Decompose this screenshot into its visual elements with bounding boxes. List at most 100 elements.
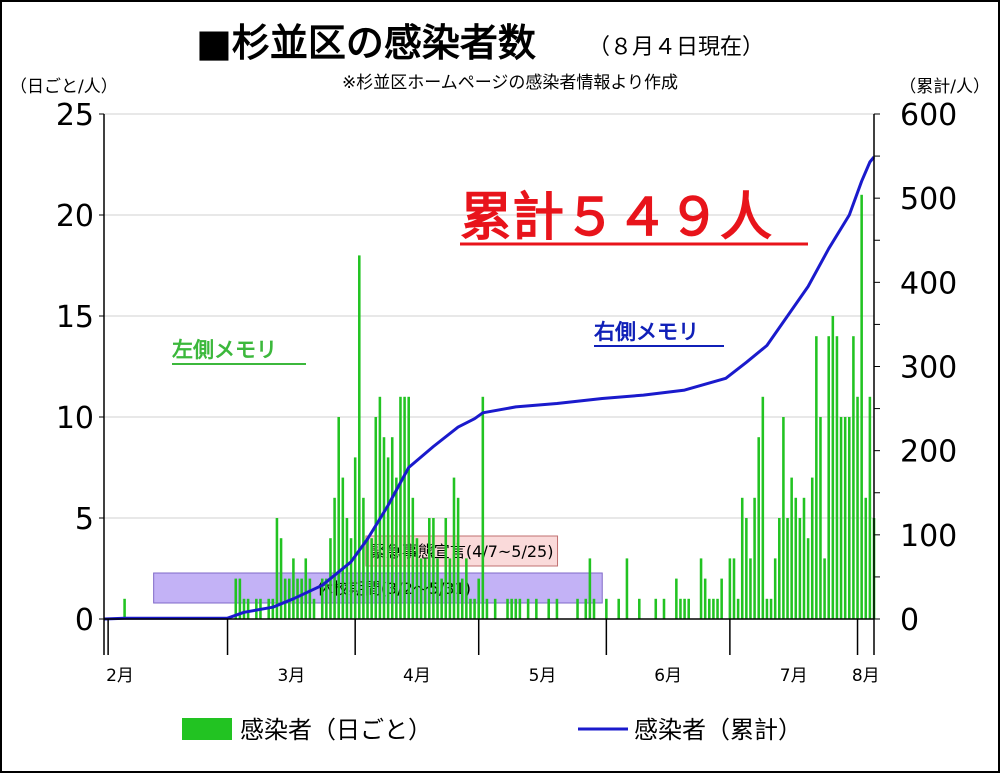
left-tick-label: 5 (75, 502, 94, 537)
daily-bar (786, 518, 789, 619)
daily-bar (823, 558, 826, 619)
daily-bar (473, 598, 476, 619)
daily-bar (662, 598, 666, 619)
daily-bar (782, 417, 785, 619)
daily-bar (852, 336, 855, 619)
left-axis-label: （日ごと/人） (10, 77, 118, 97)
daily-bar (440, 578, 443, 619)
month-label: 2月 (106, 666, 134, 686)
legend-swatch-daily (182, 718, 232, 740)
daily-bar (362, 497, 365, 619)
daily-bar (675, 578, 678, 619)
month-label: 5月 (529, 666, 557, 686)
daily-bar (683, 598, 686, 619)
daily-bar (638, 598, 641, 619)
left-tick-label: 0 (75, 603, 94, 638)
left-tick-label: 25 (56, 98, 94, 133)
daily-bar (617, 598, 620, 619)
right-tick-label: 600 (900, 98, 957, 133)
daily-bar (703, 578, 707, 619)
daily-bar (514, 598, 518, 619)
chart-title-date: （８月４日現在） (588, 35, 764, 60)
daily-bar (802, 497, 806, 619)
right-tick-label: 400 (900, 266, 957, 301)
daily-bar (234, 578, 238, 619)
daily-bar (769, 598, 773, 619)
daily-bar (860, 194, 863, 620)
daily-bar (456, 497, 460, 619)
daily-bar (753, 497, 756, 619)
daily-bar (765, 598, 769, 619)
daily-bar (448, 558, 452, 619)
daily-bar (728, 558, 732, 619)
month-labels: 2月 3月 4月 5月 6月 7月 8月 (106, 666, 880, 686)
daily-bar (819, 417, 822, 619)
school-closure-band (153, 572, 603, 604)
daily-bar (320, 578, 324, 619)
daily-bar (411, 497, 415, 619)
daily-bar (831, 316, 835, 619)
daily-bar (469, 598, 472, 619)
daily-bar (432, 518, 435, 619)
daily-bar (341, 477, 345, 619)
month-label: 4月 (403, 666, 431, 686)
daily-bar (271, 598, 275, 619)
daily-bar (288, 578, 291, 619)
daily-bar (745, 518, 748, 619)
daily-bar (304, 558, 308, 619)
daily-bar (325, 578, 328, 619)
daily-bar (679, 598, 682, 619)
daily-bar (535, 598, 538, 619)
daily-bar (353, 457, 357, 619)
right-tick-label: 200 (900, 435, 957, 470)
daily-bar (333, 497, 336, 619)
month-label: 6月 (654, 666, 682, 686)
daily-bar (856, 396, 859, 619)
daily-bar (547, 598, 550, 619)
daily-bar (279, 538, 283, 619)
right-tick-label: 100 (900, 519, 957, 554)
cumulative-series-line (103, 155, 876, 621)
daily-bar (292, 558, 295, 619)
daily-bar (378, 396, 382, 619)
right-tick-labels: 0 100 200 300 400 500 600 (900, 98, 957, 638)
daily-bar (778, 518, 781, 619)
daily-bar (835, 336, 839, 619)
daily-bar (300, 578, 303, 619)
daily-bar (123, 598, 126, 619)
daily-bar (588, 558, 592, 619)
daily-bar (654, 598, 658, 619)
daily-bar (370, 538, 373, 619)
daily-bar (506, 598, 509, 619)
month-label: 8月 (852, 666, 880, 686)
daily-bar (337, 417, 340, 619)
daily-bar (349, 538, 353, 619)
daily-bar (806, 538, 810, 619)
daily-bar (423, 558, 427, 619)
daily-bar (312, 598, 316, 619)
daily-bar (843, 417, 847, 619)
daily-bar (452, 477, 456, 619)
daily-bar (444, 518, 448, 619)
daily-bar (308, 578, 312, 619)
daily-bar (798, 518, 802, 619)
daily-bar (395, 477, 398, 619)
daily-bar (848, 417, 851, 619)
daily-bar (386, 457, 390, 619)
daily-bar (526, 598, 530, 619)
daily-bar (345, 518, 349, 619)
daily-bar (687, 598, 690, 619)
daily-bar (399, 396, 402, 619)
left-tick-label: 15 (56, 300, 94, 335)
daily-bar (864, 497, 868, 619)
daily-bar (720, 578, 723, 619)
daily-bar (605, 598, 608, 619)
daily-bar (732, 558, 736, 619)
daily-bar (757, 437, 760, 619)
daily-bar (749, 558, 752, 619)
daily-bar (296, 578, 299, 619)
right-scale-label: 右側メモリ (594, 320, 699, 344)
daily-bar (584, 598, 588, 619)
right-tick-label: 300 (900, 351, 957, 386)
daily-bar (827, 336, 830, 619)
